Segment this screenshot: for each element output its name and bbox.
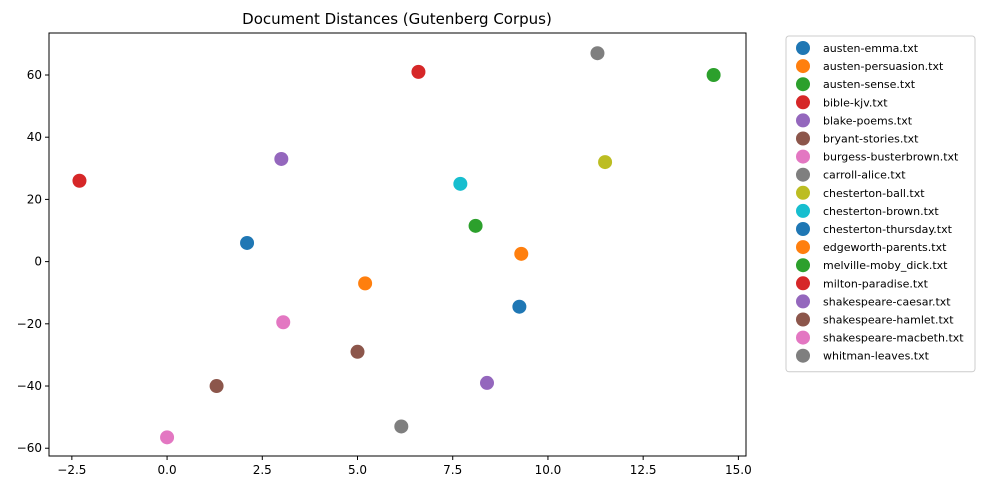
x-tick-label: 2.5	[253, 463, 272, 477]
legend-label: shakespeare-hamlet.txt	[823, 314, 954, 327]
legend-label: bryant-stories.txt	[823, 133, 919, 146]
legend-marker	[796, 203, 810, 218]
legend-label: milton-paradise.txt	[823, 277, 929, 290]
x-tick-label: 7.5	[443, 463, 462, 477]
data-point	[240, 235, 255, 250]
y-tick-label: 0	[34, 255, 42, 269]
legend-marker	[796, 294, 810, 309]
x-tick-label: 10.0	[535, 463, 562, 477]
axes: −2.5 0.0 2.5 5.0 7.5 10.0 12.5 15.0 −60 −40 −20 0 20…	[17, 32, 752, 477]
y-tick-label: −40	[17, 379, 42, 393]
legend-marker	[796, 41, 810, 55]
legend-label: chesterton-ball.txt	[823, 187, 925, 200]
data-point	[512, 299, 527, 314]
data-point	[598, 155, 613, 170]
legend-label: chesterton-thursday.txt	[823, 223, 953, 236]
x-tick-label: −2.5	[57, 463, 86, 477]
legend-marker	[796, 167, 810, 182]
legend-marker	[796, 312, 810, 327]
legend-label: chesterton-brown.txt	[823, 205, 939, 218]
y-tick-label: 40	[27, 130, 42, 144]
legend-marker	[796, 77, 810, 92]
legend-marker	[796, 95, 810, 110]
legend-label: edgeworth-parents.txt	[823, 241, 947, 254]
data-point	[276, 315, 291, 330]
data-point	[514, 246, 529, 261]
legend-label: whitman-leaves.txt	[823, 350, 930, 363]
legend-label: bible-kjv.txt	[823, 96, 888, 109]
legend-label: shakespeare-caesar.txt	[823, 295, 951, 308]
legend-marker	[796, 59, 810, 74]
legend-label: austen-sense.txt	[823, 78, 916, 91]
y-tick-label: 60	[27, 68, 42, 82]
legend-label: burgess-busterbrown.txt	[823, 151, 959, 164]
legend-label: blake-poems.txt	[823, 114, 913, 127]
x-tick-label: 0.0	[158, 463, 177, 477]
data-point	[411, 64, 426, 79]
data-point	[480, 375, 495, 390]
legend-label: melville-moby_dick.txt	[823, 259, 948, 272]
legend-marker	[796, 348, 810, 363]
plot-frame	[48, 32, 747, 457]
data-point	[274, 151, 289, 166]
legend-label: austen-persuasion.txt	[823, 60, 944, 73]
legend-marker	[796, 131, 810, 146]
data-point	[394, 419, 409, 434]
legend-label: carroll-alice.txt	[823, 169, 906, 182]
data-point	[160, 430, 175, 445]
data-point	[590, 46, 605, 61]
y-tick-label: −20	[17, 317, 42, 331]
legend-marker	[796, 330, 810, 345]
data-point	[706, 67, 721, 82]
data-point	[468, 218, 483, 233]
legend-marker	[796, 149, 810, 164]
x-tick-label: 15.0	[725, 463, 752, 477]
legend-marker	[796, 276, 810, 291]
legend-label: shakespeare-macbeth.txt	[823, 332, 964, 345]
legend-marker	[796, 185, 810, 200]
data-points	[72, 46, 721, 445]
legend-marker	[796, 258, 810, 273]
chart-title: Document Distances (Gutenberg Corpus)	[242, 10, 552, 28]
x-tick-label: 5.0	[348, 463, 367, 477]
data-point	[209, 379, 224, 394]
data-point	[350, 344, 365, 359]
legend: austen-emma.txt austen-persuasion.txt aust…	[785, 35, 976, 373]
y-tick-label: 20	[27, 192, 42, 206]
y-tick-label: −60	[17, 441, 42, 455]
legend-marker	[796, 222, 810, 236]
data-point	[72, 173, 87, 188]
data-point	[453, 176, 468, 191]
legend-label: austen-emma.txt	[823, 42, 919, 55]
data-point	[358, 276, 373, 291]
legend-marker	[796, 240, 810, 255]
legend-box	[785, 35, 976, 373]
legend-marker	[796, 113, 810, 128]
x-tick-label: 12.5	[630, 463, 657, 477]
